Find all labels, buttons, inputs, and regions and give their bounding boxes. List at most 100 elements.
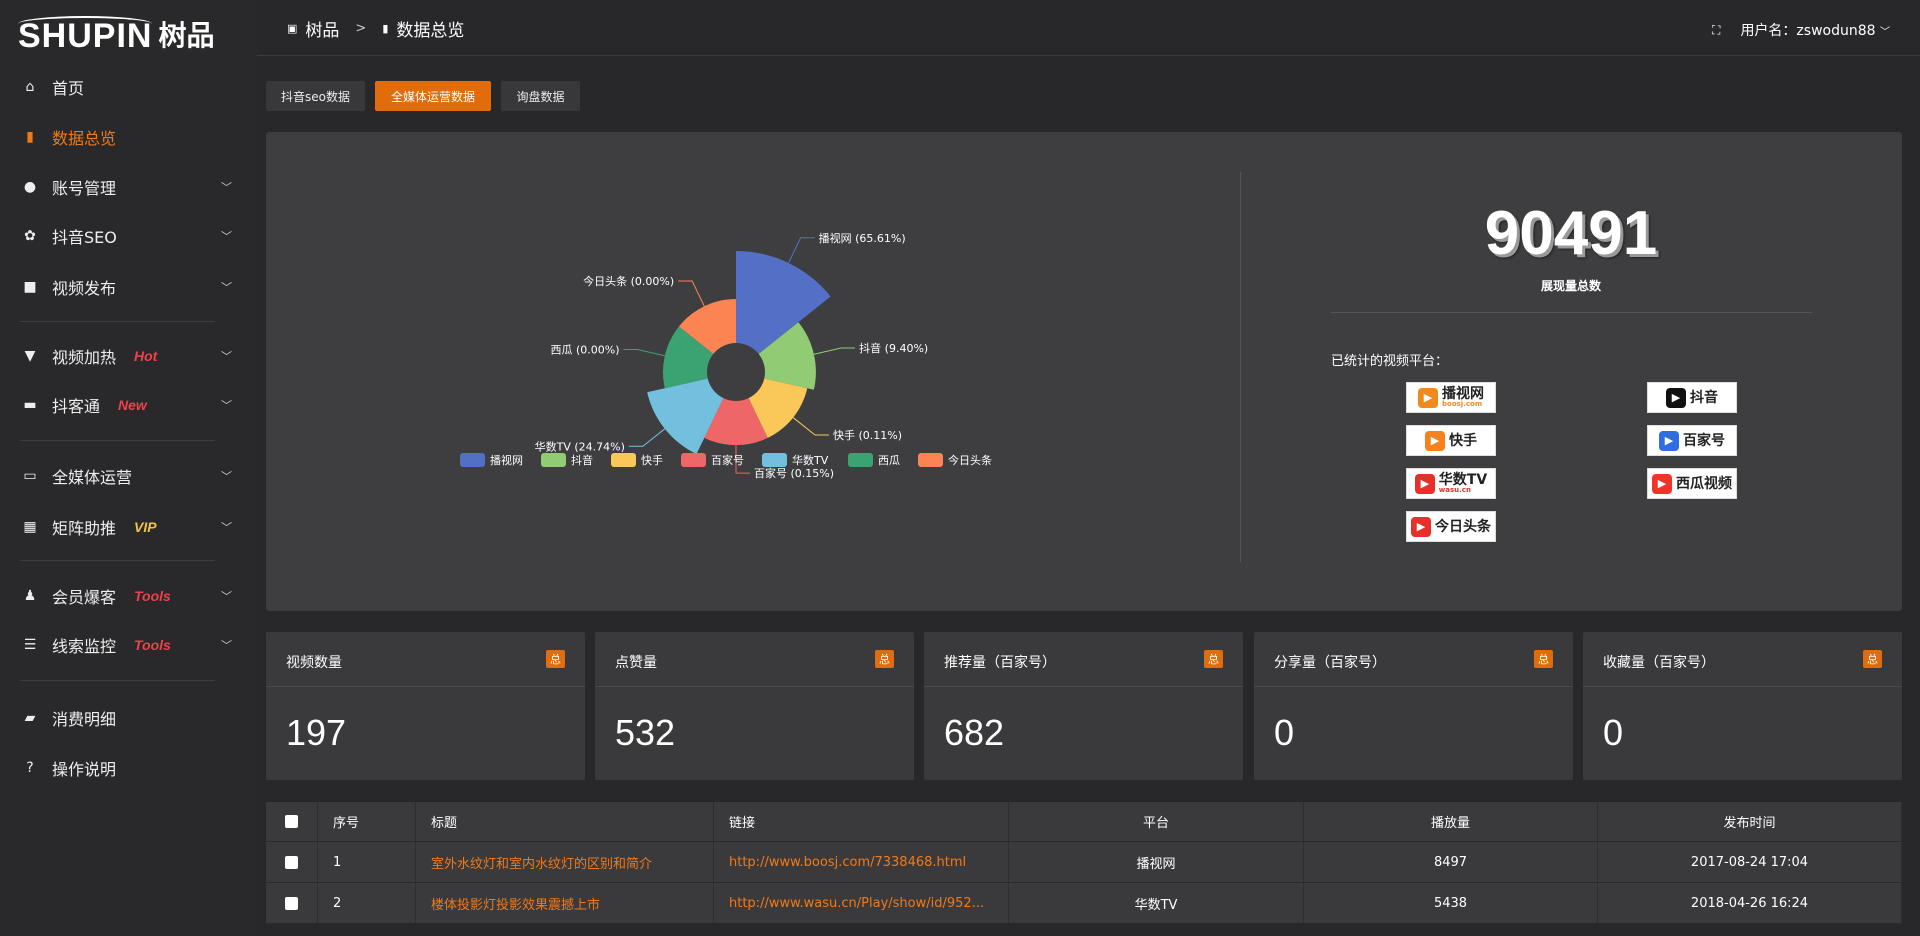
row-link[interactable]: http://www.boosj.com/7338468.html: [714, 842, 1009, 882]
legend-swatch[interactable]: [681, 453, 706, 467]
stat-value: 197: [286, 712, 347, 753]
stat-value: 0: [1274, 712, 1295, 753]
platform-logo-mark: ▶: [1418, 387, 1438, 408]
legend-label[interactable]: 华数TV: [792, 453, 829, 467]
sidebar-item-9[interactable]: ♟ 会员爆客 Tools ﹀: [22, 582, 232, 610]
tab-all-media[interactable]: 全媒体运营数据: [375, 81, 491, 111]
legend-swatch[interactable]: [611, 453, 636, 467]
breadcrumb: ▣ 树品 > ▮ 数据总览: [287, 16, 464, 41]
legend-swatch[interactable]: [848, 453, 873, 467]
rose-slice-快手[interactable]: [748, 378, 808, 438]
sidebar-item-1[interactable]: ▮ 数据总览: [22, 123, 232, 151]
slice-label: 西瓜 (0.00%): [551, 344, 620, 357]
stat-title: 推荐量（百家号）: [944, 655, 1056, 671]
platform-logo-mark: ▶: [1659, 430, 1679, 451]
column-header[interactable]: 链接: [714, 802, 1009, 841]
stat-title: 分享量（百家号）: [1274, 655, 1386, 671]
label-line: [735, 445, 750, 474]
sidebar-item-8[interactable]: ▦ 矩阵助推 VIP ﹀: [22, 513, 232, 541]
stat-card: 推荐量（百家号） 总 682: [924, 632, 1243, 780]
sidebar-item-6[interactable]: ▬ 抖客通 New ﹀: [22, 391, 232, 419]
rose-slice-播视网[interactable]: [736, 251, 831, 354]
sidebar-item-11[interactable]: ▰ 消费明细: [22, 704, 232, 732]
legend-label[interactable]: 今日头条: [948, 453, 992, 467]
column-header[interactable]: 发布时间: [1598, 802, 1902, 841]
column-header[interactable]: 播放量: [1304, 802, 1598, 841]
rose-slice-西瓜[interactable]: [663, 326, 714, 389]
legend-label[interactable]: 播视网: [490, 453, 523, 467]
chevron-down-icon: ﹀: [221, 521, 232, 534]
sidebar-item-5[interactable]: ▼ 视频加热 Hot ﹀: [22, 342, 232, 370]
platform-sub: wasu.cn: [1438, 486, 1471, 494]
row-plays: 8497: [1304, 842, 1598, 882]
sidebar-item-label: 抖音SEO: [52, 228, 117, 247]
legend-label[interactable]: 西瓜: [878, 454, 900, 467]
legend-swatch[interactable]: [762, 453, 787, 467]
select-all-checkbox[interactable]: [285, 815, 298, 828]
column-header[interactable]: 平台: [1009, 802, 1304, 841]
platform-logo: ▶ 华数TV wasu.cn: [1406, 468, 1496, 499]
legend-swatch[interactable]: [918, 453, 943, 467]
platform-logo: ▶ 今日头条: [1406, 511, 1496, 542]
slice-label: 快手 (0.11%): [833, 428, 902, 442]
stat-value: 0: [1603, 712, 1624, 753]
sidebar-item-12[interactable]: ? 操作说明: [22, 754, 232, 782]
row-link[interactable]: http://www.wasu.cn/Play/show/id/952...: [714, 883, 1009, 923]
total-impressions: 90491: [1484, 199, 1658, 268]
row-checkbox[interactable]: [285, 855, 298, 869]
user-menu[interactable]: 用户名：zswodun88 ﹀: [1740, 20, 1890, 40]
legend-swatch[interactable]: [541, 453, 566, 467]
sidebar-item-10[interactable]: ☰ 线索监控 Tools ﹀: [22, 631, 232, 659]
sidebar-item-tag: Hot: [134, 348, 158, 364]
sidebar-item-label: 视频加热: [52, 348, 117, 367]
sidebar-item-3[interactable]: ✿ 抖音SEO ﹀: [22, 222, 232, 250]
sidebar-divider: [20, 321, 215, 322]
tab-douyin-seo[interactable]: 抖音seo数据: [266, 81, 365, 111]
legend-label[interactable]: 快手: [641, 453, 663, 467]
select-all-cell: [266, 802, 318, 841]
divider: [1583, 686, 1902, 687]
logo-text: SHUPIN: [18, 16, 153, 55]
rose-slice-百家号[interactable]: [704, 398, 768, 446]
row-title[interactable]: 室外水纹灯和室内水纹灯的区别和简介: [416, 842, 714, 882]
sidebar-item-2[interactable]: ● 账号管理 ﹀: [22, 173, 232, 201]
platforms-title: 已统计的视频平台：: [1331, 354, 1449, 369]
legend-label[interactable]: 抖音: [571, 453, 593, 467]
label-line: [623, 349, 665, 357]
column-header[interactable]: 标题: [416, 802, 714, 841]
rose-slice-华数TV[interactable]: [647, 378, 724, 455]
rose-slice-今日头条[interactable]: [678, 299, 736, 354]
row-index: 2: [318, 883, 416, 923]
sidebar-item-label: 账号管理: [52, 179, 117, 198]
platform-logo: ▶ 百家号: [1647, 425, 1737, 456]
sidebar-item-tag: Tools: [134, 637, 171, 653]
grid-icon: ▦: [23, 519, 37, 535]
camera-icon: ■: [23, 279, 37, 295]
row-title[interactable]: 楼体投影灯投影效果震撼上市: [416, 883, 714, 923]
divider: [924, 686, 1243, 687]
platform-logo-text: 播视网 boosj.com: [1442, 387, 1484, 408]
sidebar-item-4[interactable]: ■ 视频发布 ﹀: [22, 273, 232, 301]
legend-label[interactable]: 百家号: [711, 453, 744, 467]
sidebar-item-7[interactable]: ▭ 全媒体运营 ﹀: [22, 462, 232, 490]
tab-inquiry[interactable]: 询盘数据: [501, 81, 580, 111]
sidebar-item-label: 全媒体运营: [52, 468, 133, 487]
breadcrumb-root[interactable]: 树品: [305, 21, 340, 41]
platform-name: 快手: [1449, 432, 1477, 449]
column-header[interactable]: 序号: [318, 802, 416, 841]
sidebar-item-0[interactable]: ⌂ 首页: [22, 73, 232, 101]
logo[interactable]: SHUPIN 树品: [18, 10, 214, 55]
chart-icon: ▣: [287, 22, 298, 35]
row-platform: 华数TV: [1009, 883, 1304, 923]
total-badge: 总: [1863, 650, 1882, 668]
row-checkbox[interactable]: [285, 896, 298, 910]
label-line: [678, 280, 705, 307]
legend-swatch[interactable]: [460, 453, 485, 467]
rose-slice-抖音[interactable]: [758, 322, 816, 390]
fullscreen-icon[interactable]: ⛶: [1712, 22, 1721, 37]
sidebar: SHUPIN 树品 ⌂ 首页 ▮ 数据总览 ● 账号管理 ﹀ ✿ 抖音SEO ﹀ ■ 视频发布 ﹀ ▼ 视频…: [0, 0, 257, 936]
row-date: 2018-04-26 16:24: [1598, 883, 1902, 923]
header: ▣ 树品 > ▮ 数据总览 ⛶ 用户名：zswodun88 ﹀: [257, 0, 1920, 56]
chevron-down-icon: ﹀: [221, 230, 232, 243]
platform-logo: ▶ 快手: [1406, 425, 1496, 456]
